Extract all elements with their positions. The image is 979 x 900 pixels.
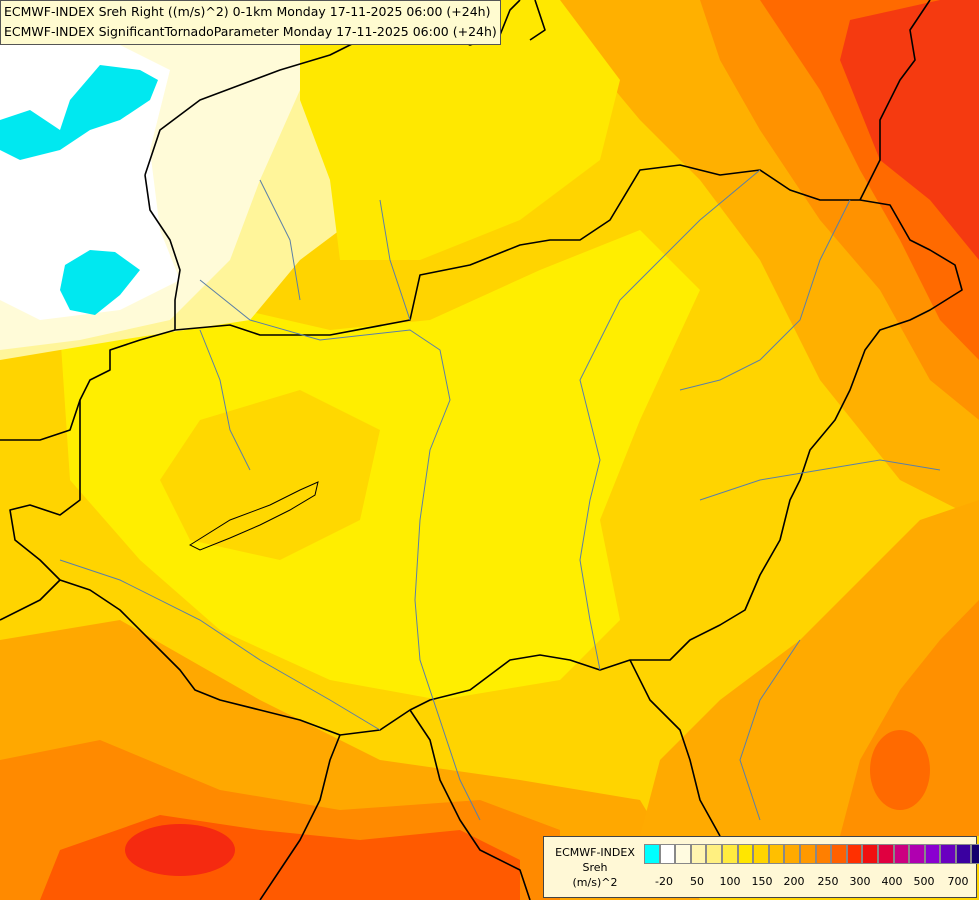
color-legend: ECMWF-INDEX Sreh (m/s)^2 -20 50 100 150 200 2… [543, 836, 979, 898]
border-south-2 [259, 734, 341, 900]
legend-swatch [721, 844, 738, 864]
legend-swatch [799, 844, 816, 864]
legend-swatch [644, 844, 660, 864]
legend-swatch [846, 844, 863, 864]
legend-swatch [706, 844, 722, 864]
legend-tick-label: 400 [881, 875, 903, 888]
border-nw [144, 174, 181, 330]
legend-tick-label: 100 [719, 875, 741, 888]
legend-model: ECMWF-INDEX [555, 846, 635, 859]
legend-tick-label: 500 [913, 875, 935, 888]
legend-swatch [831, 844, 847, 864]
field-red-ne [840, 0, 979, 260]
legend-swatch [737, 844, 754, 864]
legend-swatch [924, 844, 941, 864]
border-hungary [9, 164, 963, 736]
legend-swatch [877, 844, 894, 864]
border-west [0, 399, 81, 441]
field-cyan-1 [0, 65, 158, 160]
legend-tick-label: -20 [655, 875, 673, 888]
border-south [409, 709, 531, 900]
title-line-1: ECMWF-INDEX Sreh Right ((m/s)^2) 0-1km M… [4, 4, 491, 19]
border-east [859, 0, 931, 201]
border-top [529, 0, 546, 41]
rivers [59, 169, 941, 821]
river-tisza [579, 169, 761, 671]
legend-tick-label: 50 [690, 875, 704, 888]
legend-tick-label: 700 [947, 875, 969, 888]
legend-swatch [675, 844, 691, 864]
legend-swatch [862, 844, 878, 864]
legend-swatch [784, 844, 800, 864]
field-redorange-se [870, 730, 930, 810]
legend-tick-label: 150 [751, 875, 773, 888]
legend-variable: Sreh [582, 861, 608, 874]
field-yellow-center [60, 230, 700, 700]
field-red-sw [125, 824, 235, 876]
border-se [629, 659, 721, 837]
legend-swatch [659, 844, 676, 864]
river-n2 [379, 199, 411, 321]
legend-swatch [815, 844, 832, 864]
legend-ticks: -20 50 100 150 200 250 300 400 500 700 [644, 875, 974, 889]
title-line-2: ECMWF-INDEX SignificantTornadoParameter … [4, 24, 497, 39]
legend-swatch [909, 844, 925, 864]
field-gold-center [160, 390, 380, 560]
border-sw [0, 579, 61, 621]
river-s1 [739, 639, 801, 821]
legend-swatch [955, 844, 972, 864]
field-yellow-n [300, 0, 620, 260]
lake-balaton [188, 481, 319, 551]
legend-unit: (m/s)^2 [572, 876, 618, 889]
river-ne1 [679, 199, 851, 391]
legend-color-bar [644, 844, 979, 864]
river-drava [59, 559, 381, 731]
legend-tick-label: 200 [783, 875, 805, 888]
legend-swatch [768, 844, 785, 864]
legend-swatch [690, 844, 707, 864]
map-title-box: ECMWF-INDEX Sreh Right ((m/s)^2) 0-1km M… [0, 0, 501, 45]
river-danube [199, 279, 481, 821]
legend-tick-label: 250 [817, 875, 839, 888]
river-e1 [699, 459, 941, 501]
legend-swatch [753, 844, 769, 864]
legend-swatch [940, 844, 956, 864]
field-cyan-2 [60, 250, 140, 315]
legend-swatch [971, 844, 979, 864]
river-n1 [259, 179, 301, 301]
river-w1 [199, 329, 251, 471]
legend-tick-label: 300 [849, 875, 871, 888]
legend-label: ECMWF-INDEX Sreh (m/s)^2 [548, 845, 642, 890]
legend-swatch [893, 844, 910, 864]
